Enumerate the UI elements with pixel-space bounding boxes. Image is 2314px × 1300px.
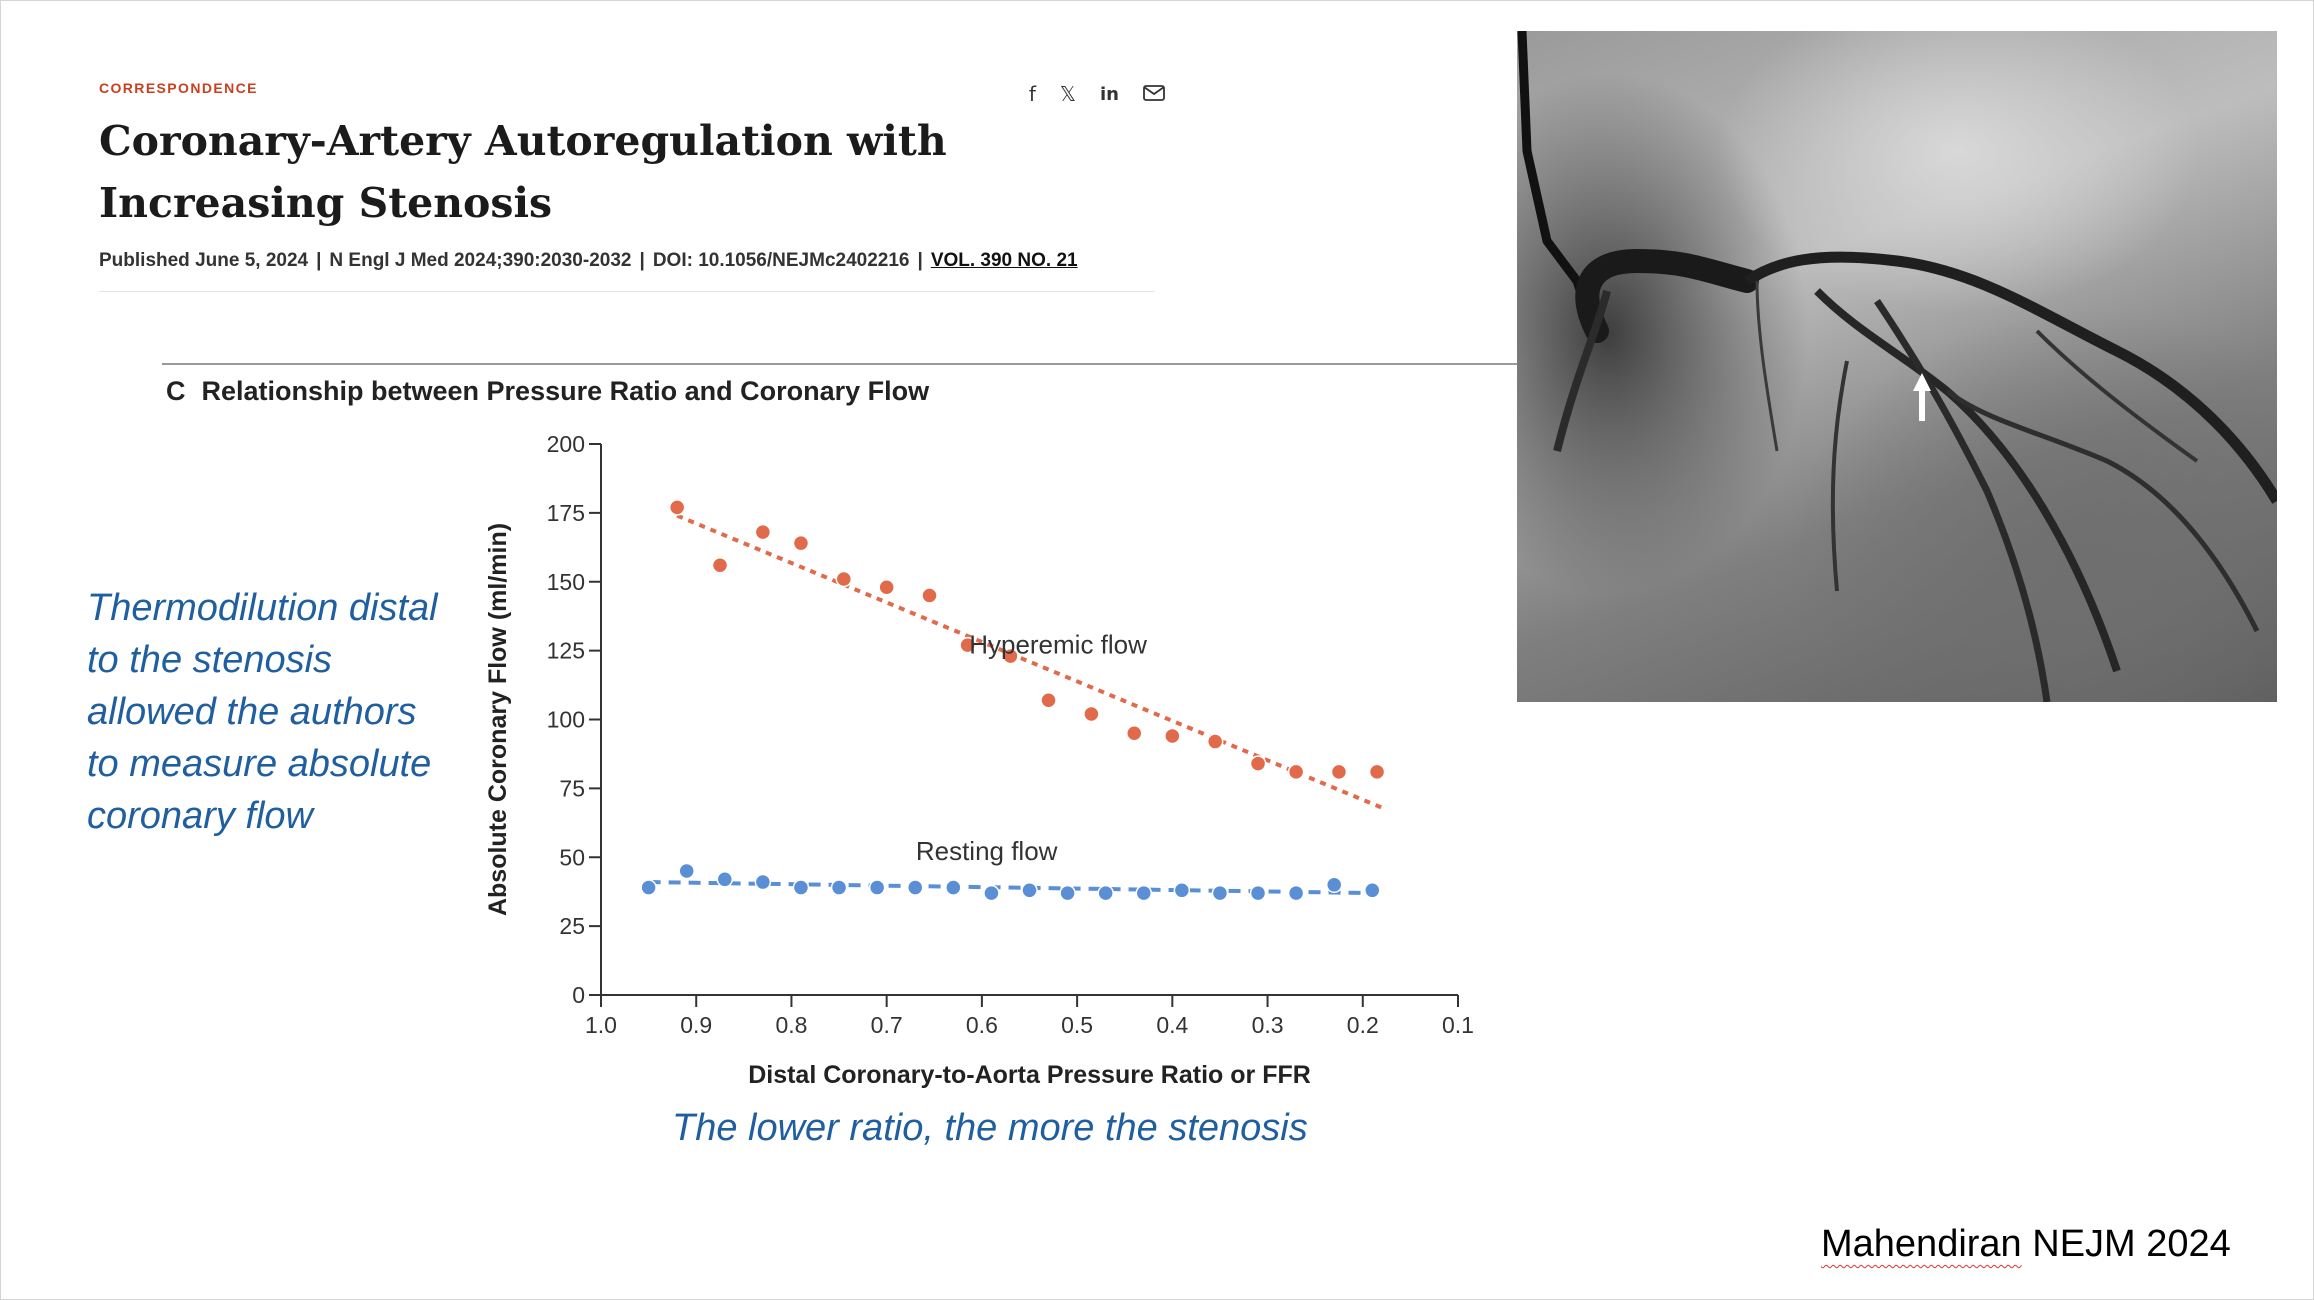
- data-point: [754, 873, 772, 891]
- annotation-thermodilution: Thermodilution distal to the stenosis al…: [87, 587, 438, 837]
- x-tick-label: 0.2: [1347, 1012, 1379, 1038]
- data-point: [1097, 884, 1114, 902]
- data-point: [1206, 733, 1224, 750]
- journal-citation: N Engl J Med 2024;390:2030-2032: [329, 250, 632, 271]
- flow-chart: 0 25 50 75 100 125 150 175 200 1.0 0.9 0.8 0.7 0.6 0.5…: [484, 431, 1474, 1089]
- data-point: [1249, 755, 1267, 772]
- y-tick-label: 25: [559, 913, 585, 939]
- x-tick-label: 0.9: [680, 1012, 712, 1038]
- data-point: [678, 862, 695, 880]
- meta-separator: |: [917, 250, 923, 271]
- data-point: [792, 879, 810, 896]
- trend-line: [676, 513, 1383, 810]
- article-header: CORRESPONDENCE f 𝕏 in Coronary-Artery Au…: [99, 80, 1165, 272]
- x-icon[interactable]: 𝕏: [1059, 82, 1077, 106]
- data-point: [754, 523, 772, 541]
- angiogram-image: [1517, 31, 2277, 702]
- published-date: Published June 5, 2024: [99, 250, 309, 271]
- data-point: [792, 534, 810, 552]
- x-tick-label: 0.3: [1252, 1012, 1284, 1038]
- facebook-icon[interactable]: f: [1028, 82, 1036, 106]
- data-point: [1002, 647, 1019, 665]
- y-tick-label: 125: [547, 638, 585, 664]
- data-point: [1211, 884, 1229, 902]
- annotation-lower-ratio: The lower ratio, the more the stenosis: [672, 1107, 1308, 1149]
- data-point: [1368, 763, 1386, 781]
- citation-author: Mahendiran: [1821, 1223, 2022, 1265]
- y-tick-label: 0: [572, 982, 585, 1008]
- y-tick-label: 100: [547, 707, 585, 733]
- data-point: [716, 871, 734, 888]
- data-point: [1330, 763, 1348, 781]
- data-point: [945, 879, 962, 896]
- volume-link[interactable]: VOL. 390 NO. 21: [930, 250, 1078, 271]
- share-icons: f 𝕏 in: [1029, 82, 1165, 106]
- y-tick-label: 200: [547, 431, 585, 457]
- data-point: [1287, 884, 1305, 902]
- data-point: [640, 879, 657, 896]
- panel-letter: C: [166, 376, 186, 406]
- x-tick-label: 0.8: [775, 1012, 807, 1038]
- mail-icon[interactable]: [1143, 82, 1165, 106]
- data-point: [959, 636, 976, 654]
- stenosis-arrow-icon: [1913, 373, 1931, 421]
- series-label: Resting flow: [916, 836, 1058, 866]
- y-tick-label: 50: [559, 844, 585, 870]
- x-tick-label: 0.7: [871, 1012, 903, 1038]
- data-point: [1125, 725, 1143, 742]
- panel-title: Relationship between Pressure Ratio and …: [201, 376, 930, 406]
- data-point: [1287, 763, 1305, 781]
- article-title: Coronary-Artery Autoregulation with Incr…: [99, 117, 947, 227]
- x-axis-label: Distal Coronary-to-Aorta Pressure Ratio …: [748, 1061, 1311, 1089]
- data-point: [1325, 876, 1343, 894]
- panel-heading: C Relationship between Pressure Ratio and…: [166, 376, 929, 407]
- article-category: CORRESPONDENCE: [99, 80, 258, 96]
- data-point: [1135, 884, 1153, 902]
- data-point: [906, 879, 924, 896]
- article-meta: Published June 5, 2024 | N Engl J Med 20…: [99, 250, 1155, 272]
- data-point: [878, 579, 895, 596]
- data-point: [868, 879, 886, 896]
- data-point: [1040, 691, 1057, 709]
- y-tick-label: 150: [547, 569, 585, 595]
- x-tick-label: 1.0: [585, 1012, 617, 1038]
- data-point: [835, 570, 853, 588]
- y-axis-label: Absolute Coronary Flow (ml/min): [484, 523, 512, 916]
- data-point: [1164, 727, 1181, 745]
- x-tick-label: 0.4: [1156, 1012, 1188, 1038]
- series-label: Hyperemic flow: [969, 629, 1147, 659]
- y-tick-label: 75: [559, 775, 585, 801]
- data-point: [711, 556, 729, 574]
- data-point: [1083, 705, 1100, 723]
- y-tick-label: 175: [547, 500, 585, 526]
- data-point: [1364, 882, 1381, 899]
- data-point: [1173, 882, 1191, 899]
- data-point: [1059, 884, 1076, 902]
- data-point: [921, 587, 938, 604]
- data-point: [668, 499, 686, 516]
- data-point: [1249, 884, 1267, 902]
- citation-journal: NEJM 2024: [2021, 1223, 2231, 1265]
- x-tick-label: 0.6: [966, 1012, 998, 1038]
- x-tick-label: 0.5: [1061, 1012, 1093, 1038]
- panel-divider: [162, 363, 1517, 365]
- doi: DOI: 10.1056/NEJMc2402216: [652, 250, 910, 271]
- meta-separator: |: [316, 250, 322, 271]
- linkedin-icon[interactable]: in: [1100, 83, 1119, 105]
- data-point: [830, 879, 848, 896]
- data-point: [1021, 882, 1038, 899]
- x-tick-label: 0.1: [1442, 1012, 1474, 1038]
- slide-citation: Mahendiran NEJM 2024: [1821, 1223, 2231, 1266]
- meta-separator: |: [639, 250, 645, 271]
- header-divider: [99, 291, 1155, 292]
- data-point: [983, 884, 1000, 902]
